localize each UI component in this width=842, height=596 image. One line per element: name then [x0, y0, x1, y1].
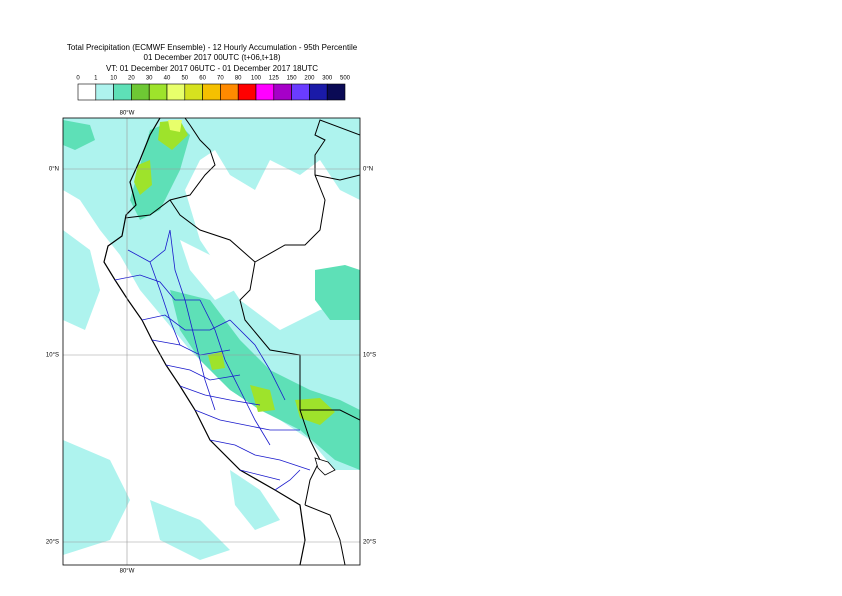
legend-label: 80 [235, 76, 242, 82]
precip-peak [168, 120, 182, 132]
legend-swatch [309, 83, 328, 101]
lake [314, 457, 336, 476]
map-frame [62, 117, 361, 566]
legend-swatch [291, 83, 310, 101]
legend-label: 500 [340, 76, 351, 82]
legend-label: 60 [199, 76, 206, 82]
legend-label: 125 [269, 76, 280, 82]
legend-swatch [95, 83, 114, 101]
lon-label: 80°W [120, 569, 135, 575]
region-border [114, 229, 311, 491]
legend: 0 1 10 20 30 40 50 60 70 80 100 125 150 200 300 500 [76, 76, 351, 101]
legend-label: 70 [217, 76, 224, 82]
legend-swatch [237, 83, 257, 101]
base-time: 01 December 2017 00UTC (t+06,t+18) [144, 53, 281, 62]
legend-swatch [77, 83, 97, 101]
legend-label: 300 [322, 76, 333, 82]
legend-swatch [166, 83, 186, 101]
precip-medium [170, 290, 360, 470]
precip-light [63, 230, 100, 330]
legend-label: 30 [146, 76, 153, 82]
lat-label: 10°S [46, 353, 59, 359]
legend-label: 50 [181, 76, 188, 82]
map [63, 118, 360, 565]
legend-label: 1 [94, 76, 98, 82]
legend-swatch [202, 83, 221, 101]
legend-label: 100 [251, 76, 262, 82]
legend-swatch [220, 83, 239, 101]
legend-swatch [273, 83, 292, 101]
lat-label: 10°S [363, 353, 376, 359]
legend-label: 150 [287, 76, 298, 82]
precip-light [180, 240, 235, 300]
legend-swatch [326, 83, 346, 101]
valid-time: VT: 01 December 2017 06UTC - 01 December… [106, 64, 318, 73]
legend-label: 200 [304, 76, 315, 82]
precip-medium [315, 265, 360, 320]
title: Total Precipitation (ECMWF Ensemble) - 1… [67, 43, 358, 52]
precip-light [150, 500, 230, 560]
legend-swatch [113, 83, 132, 101]
precip-heavy [250, 385, 275, 412]
legend-swatch [148, 83, 168, 101]
precip-heavy [208, 352, 225, 370]
lon-label: 80°W [120, 111, 135, 117]
precip-heavy [295, 398, 335, 425]
legend-label: 10 [110, 76, 117, 82]
precip-light [230, 470, 280, 530]
legend-label: 40 [164, 76, 171, 82]
country-border [124, 118, 360, 565]
legend-swatch [184, 83, 203, 101]
legend-label: 0 [76, 76, 80, 82]
coastline [103, 118, 306, 565]
legend-label: 20 [128, 76, 135, 82]
lat-label: 20°S [46, 540, 59, 546]
precip-medium [63, 120, 95, 150]
lat-label: 0°N [49, 167, 59, 173]
lat-label: 20°S [363, 540, 376, 546]
legend-swatch [255, 83, 275, 101]
precip-light [63, 440, 130, 555]
legend-swatch [131, 83, 150, 101]
lat-label: 0°N [363, 167, 373, 173]
